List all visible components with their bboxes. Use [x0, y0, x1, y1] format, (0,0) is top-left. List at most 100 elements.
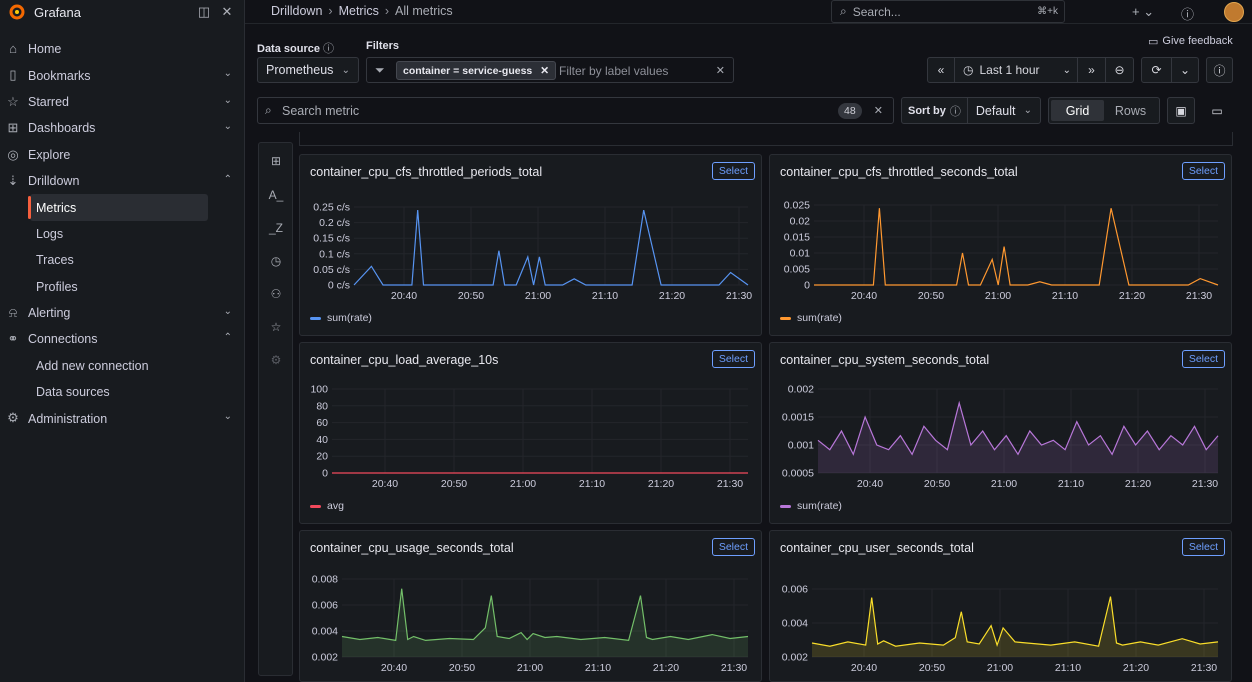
- sidebar-item-label: Dashboards: [28, 121, 96, 136]
- sidebar-item-connections[interactable]: ⚭ Connections ⌃: [0, 326, 244, 352]
- legend[interactable]: sum(rate): [780, 500, 842, 512]
- chevron-icon[interactable]: ⌄: [223, 121, 232, 133]
- refresh-interval-button[interactable]: ⌄: [1171, 57, 1199, 83]
- chevron-icon[interactable]: ⌃: [223, 173, 232, 185]
- recent-icon[interactable]: ◷: [270, 254, 282, 268]
- sidebar-item-label: Drilldown: [28, 174, 80, 189]
- chevron-icon[interactable]: ⌄: [223, 305, 232, 317]
- zoom-out-button[interactable]: ⊖: [1105, 57, 1134, 83]
- info-icon: ⓘ: [949, 105, 961, 118]
- select-button[interactable]: Select: [711, 538, 755, 556]
- legend[interactable]: avg: [310, 500, 344, 512]
- breadcrumb-item[interactable]: Metrics: [338, 4, 379, 18]
- home-icon: ⌂: [9, 41, 17, 56]
- grid-view-button[interactable]: Grid: [1051, 100, 1104, 121]
- sidebar-item-alerting[interactable]: ⍾ Alerting ⌄: [0, 300, 244, 326]
- y-tick-label: 0.025: [784, 200, 810, 212]
- sidebar-item-traces[interactable]: Traces: [0, 247, 244, 273]
- sidebar-item-logs[interactable]: Logs: [0, 221, 244, 247]
- sidebar-item-administration[interactable]: ⚙ Administration ⌄: [0, 405, 244, 431]
- legend[interactable]: sum(rate): [310, 312, 372, 324]
- add-icon[interactable]: + ⌄: [1132, 4, 1155, 19]
- group-by-icon[interactable]: ⚇: [270, 287, 282, 301]
- give-feedback-link[interactable]: ▭ Give feedback: [1148, 35, 1233, 48]
- breadcrumb-item[interactable]: Drilldown: [271, 4, 323, 18]
- select-button[interactable]: Select: [711, 350, 755, 368]
- legend[interactable]: sum(rate): [780, 312, 842, 324]
- sidebar-item-data-sources[interactable]: Data sources: [0, 379, 244, 405]
- global-search[interactable]: ⌕ Search... ⌘+k: [831, 0, 1065, 23]
- chevron-icon[interactable]: ⌄: [223, 411, 232, 423]
- info-icon: ⓘ: [1213, 63, 1226, 78]
- metric-panel: 0.002 0.004 0.006 0.008 20:40 20:50 21:00 21:10…: [299, 530, 762, 682]
- filter-chip[interactable]: container = service-guess ✕: [396, 61, 557, 80]
- sidebar-item-explore[interactable]: ◎ Explore: [0, 142, 244, 168]
- breadcrumb-separator: ›: [384, 4, 390, 18]
- select-button[interactable]: Select: [1181, 538, 1225, 556]
- sidebar-item-dashboards[interactable]: ⊞ Dashboards ⌄: [0, 115, 244, 141]
- avatar[interactable]: [1224, 2, 1244, 22]
- save-button[interactable]: ▣: [1167, 97, 1195, 124]
- settings-button[interactable]: ⓘ: [1206, 57, 1233, 83]
- grafana-logo-icon[interactable]: [8, 3, 26, 21]
- select-button[interactable]: Select: [711, 162, 755, 180]
- clear-filters-icon[interactable]: ✕: [715, 65, 725, 77]
- rows-view-button[interactable]: Rows: [1114, 103, 1147, 118]
- y-tick-label: 0.002: [788, 384, 814, 396]
- filter-box[interactable]: ⏷ container = service-guess ✕ Filter by …: [366, 57, 734, 83]
- close-menu-icon[interactable]: ✕: [221, 4, 233, 19]
- chevron-icon[interactable]: ⌄: [223, 68, 232, 80]
- y-tick-label: 80: [316, 400, 328, 412]
- sidebar-item-label: Traces: [36, 253, 74, 268]
- sort-select[interactable]: Sort by ⓘ Default ⌄: [901, 97, 1041, 124]
- x-tick-label: 20:50: [918, 290, 944, 302]
- chevron-icon[interactable]: ⌃: [223, 332, 232, 344]
- search-placeholder: Search...: [852, 4, 901, 19]
- open-folder-button[interactable]: ▭: [1203, 97, 1231, 124]
- y-tick-label: 0.004: [312, 626, 338, 638]
- time-range-picker[interactable]: ◷ Last 1 hour ⌄: [954, 57, 1078, 83]
- datasource-select[interactable]: Prometheus ⌄: [257, 57, 359, 83]
- bookmark-star-icon[interactable]: ☆: [270, 320, 282, 334]
- suffix-filter-icon[interactable]: _Z: [268, 221, 283, 235]
- select-button[interactable]: Select: [1181, 162, 1225, 180]
- clear-search-icon[interactable]: ✕: [873, 105, 883, 117]
- metrics-grid-icon[interactable]: ⊞: [270, 154, 282, 168]
- metric-panel: 0.002 0.004 0.006 20:40 20:50 21:00 21:10 21:20…: [769, 530, 1232, 682]
- x-tick-label: 20:50: [441, 478, 467, 490]
- prefix-filter-icon[interactable]: A_: [268, 188, 284, 202]
- connections-icon: ⚭: [7, 331, 19, 347]
- datasource-label: Data source ⓘ: [257, 43, 335, 55]
- refresh-button[interactable]: ⟳: [1141, 57, 1172, 83]
- sidebar-item-drilldown[interactable]: ⇣ Drilldown ⌃: [0, 168, 244, 194]
- sidebar-item-metrics[interactable]: Metrics: [28, 194, 208, 221]
- x-tick-label: 20:50: [449, 662, 475, 674]
- filter-input[interactable]: Filter by label values: [559, 64, 669, 78]
- x-tick-label: 21:30: [726, 290, 752, 302]
- x-tick-label: 21:10: [1052, 290, 1078, 302]
- help-icon[interactable]: ⓘ: [1181, 7, 1195, 22]
- shift-forward-button[interactable]: »: [1077, 57, 1106, 83]
- series-line: [814, 208, 1219, 286]
- select-button[interactable]: Select: [1181, 350, 1225, 368]
- dock-menu-icon[interactable]: ◫: [197, 4, 211, 19]
- double-chevron-left-icon: «: [937, 63, 945, 77]
- y-tick-label: 0.02: [790, 216, 811, 228]
- breadcrumb-separator: ›: [328, 4, 333, 18]
- dashboards-icon: ⊞: [7, 120, 19, 136]
- remove-filter-icon[interactable]: ✕: [540, 64, 550, 77]
- metric-chart: 0.002 0.004 0.006 0.008 20:40 20:50 21:00 21:10…: [312, 574, 749, 674]
- sidebar-item-profiles[interactable]: Profiles: [0, 274, 244, 300]
- x-tick-label: 21:20: [1123, 662, 1149, 674]
- settings-gear-icon[interactable]: ⚙: [270, 353, 282, 367]
- chevron-icon[interactable]: ⌄: [223, 94, 232, 106]
- metric-search-input[interactable]: Search metric: [282, 104, 360, 118]
- sidebar-item-add-new-connection[interactable]: Add new connection: [0, 353, 244, 379]
- shift-back-button[interactable]: «: [927, 57, 955, 83]
- sidebar-item-label: Data sources: [36, 385, 110, 400]
- sidebar-item-starred[interactable]: ☆ Starred ⌄: [0, 89, 244, 115]
- sidebar-item-bookmarks[interactable]: ▯ Bookmarks ⌄: [0, 62, 244, 88]
- metric-search[interactable]: ⌕ Search metric 48 ✕: [257, 97, 894, 124]
- sidebar-item-home[interactable]: ⌂ Home: [0, 36, 244, 62]
- sidebar-item-label: Metrics: [36, 200, 77, 215]
